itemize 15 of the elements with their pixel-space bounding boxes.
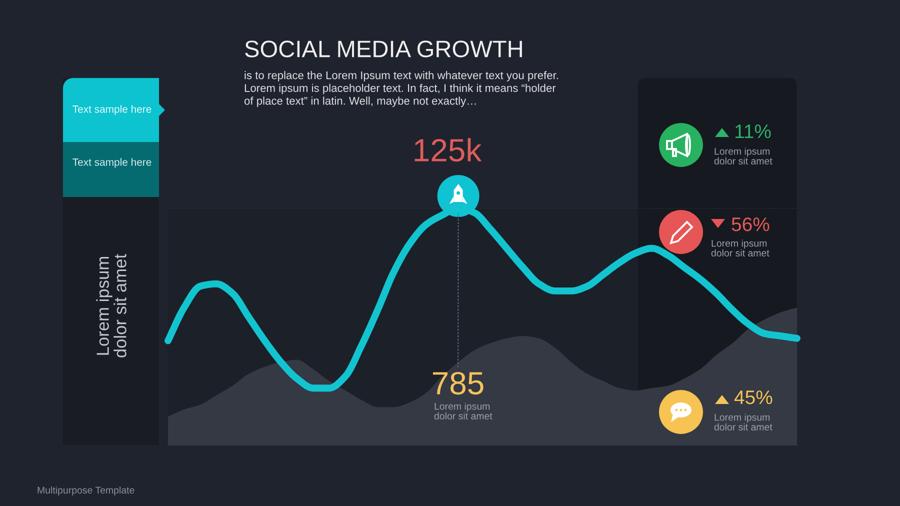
annotation: 785 xyxy=(432,372,484,395)
annotation: 56% xyxy=(732,217,770,232)
text: Lorem ipsum dolor sit amet xyxy=(714,148,772,164)
annotation: Lorem ipsum dolor sit amet xyxy=(714,414,772,430)
chart-title: SOCIAL MEDIA GROWTH xyxy=(245,40,522,58)
text: 125k xyxy=(414,138,482,162)
text: Lorem ipsum dolor sit amet xyxy=(96,254,126,358)
text: Multipurpose Template xyxy=(38,486,134,496)
text: Text sample here xyxy=(72,105,152,115)
annotation: Lorem ipsum dolor sit amet xyxy=(711,240,770,256)
chart-subtitle: is to replace the Lorem Ipsum text with whatever text you prefer. Lorem ipsum is placeholder text. In fact, I think it means “holder of place text” in latin. Well, maybe not exactly… xyxy=(244,71,558,107)
text: Text sample here xyxy=(72,158,152,168)
text: 11% xyxy=(735,124,771,138)
annotation: 45% xyxy=(734,390,772,404)
annotation: Lorem ipsum dolor sit amet xyxy=(434,402,492,420)
